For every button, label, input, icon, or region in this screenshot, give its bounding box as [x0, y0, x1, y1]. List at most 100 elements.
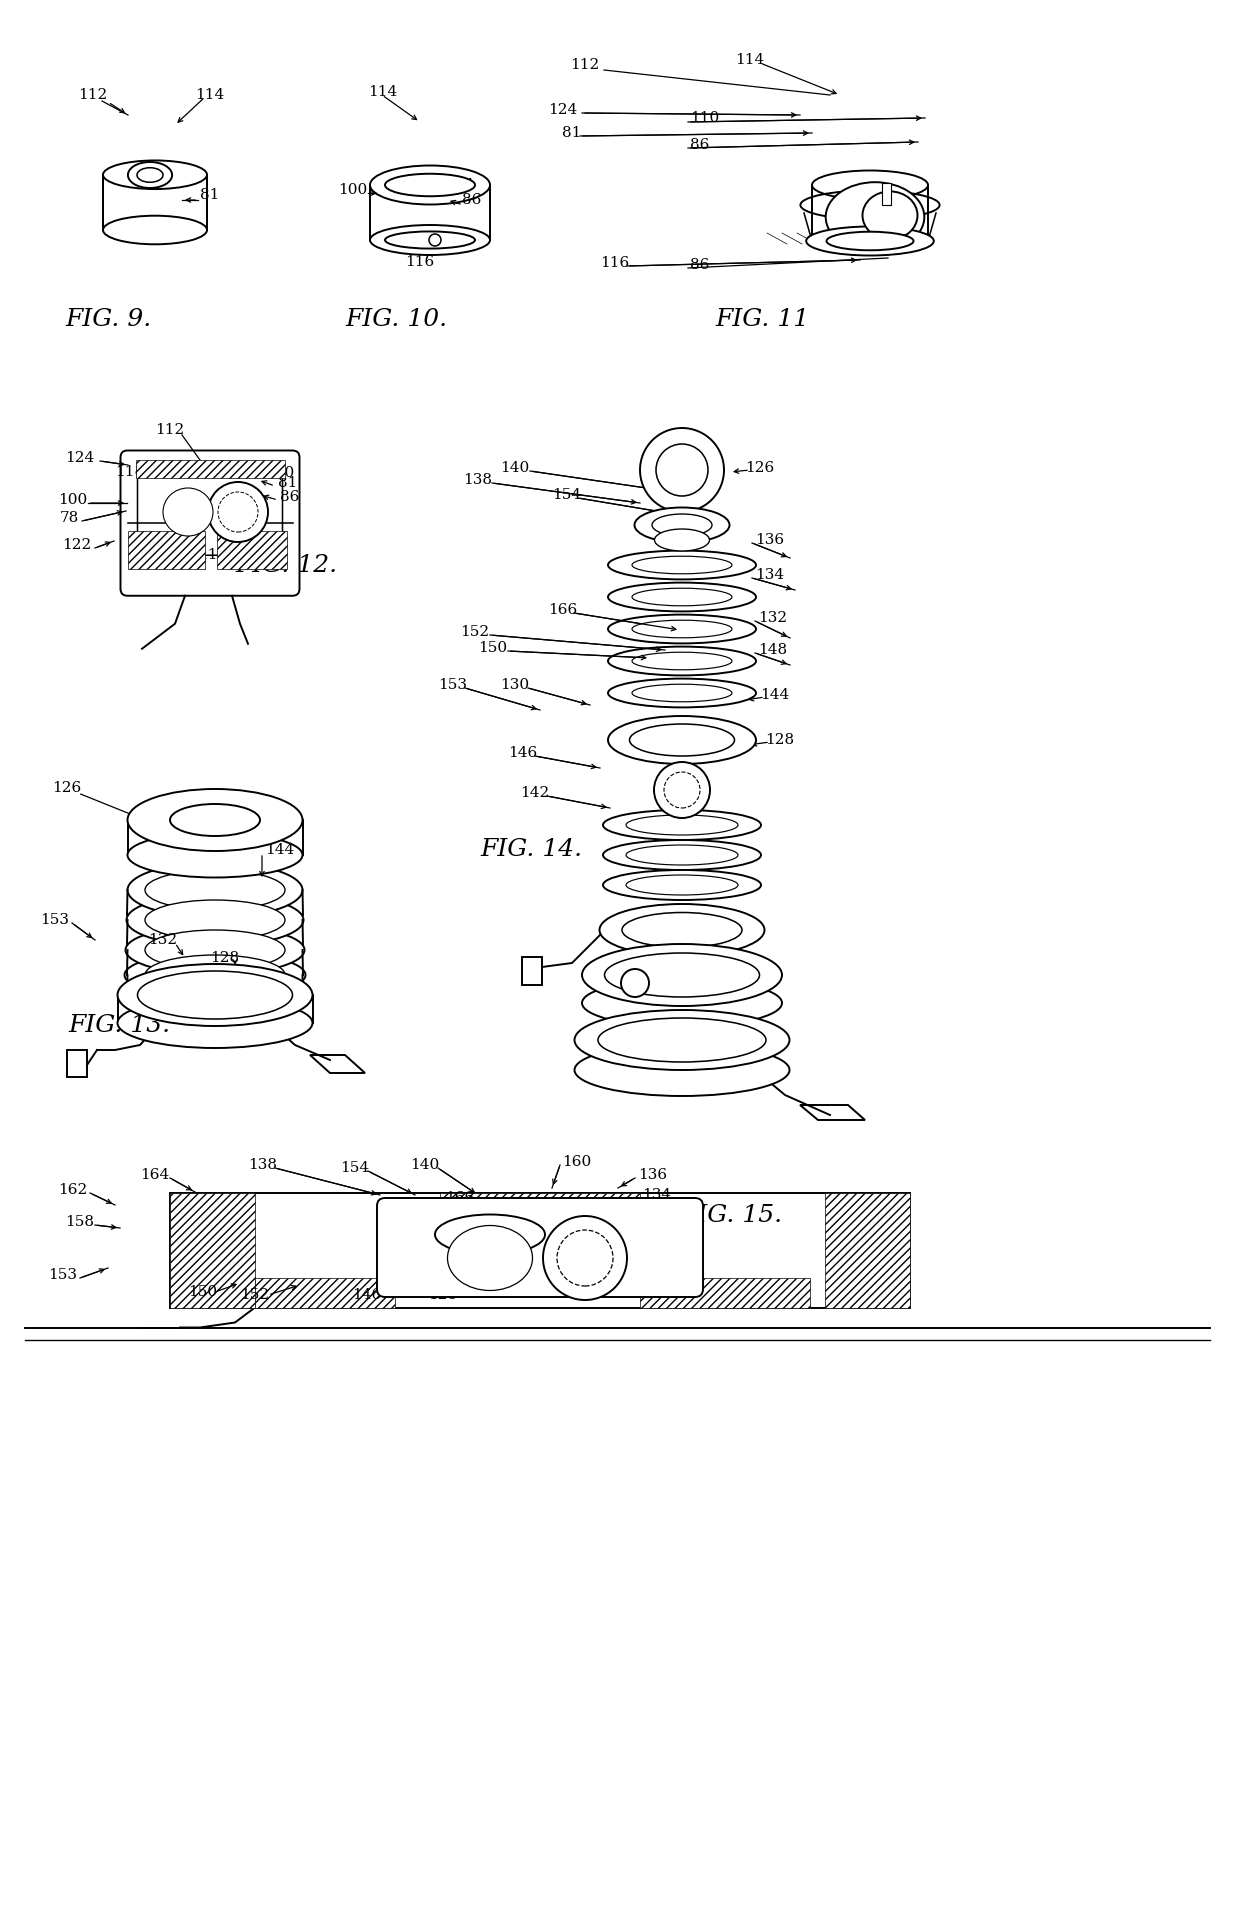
- Ellipse shape: [655, 530, 709, 551]
- Text: 78: 78: [60, 511, 79, 526]
- Ellipse shape: [582, 945, 782, 1006]
- Text: 128: 128: [210, 951, 239, 966]
- Polygon shape: [310, 1055, 365, 1073]
- Text: 146: 146: [352, 1288, 381, 1301]
- Text: 126: 126: [745, 461, 774, 474]
- Ellipse shape: [608, 615, 756, 644]
- Text: 140: 140: [500, 461, 529, 474]
- Text: 118: 118: [115, 465, 144, 478]
- Ellipse shape: [126, 893, 304, 947]
- Circle shape: [208, 482, 268, 543]
- Text: 152: 152: [241, 1288, 269, 1301]
- Text: 124: 124: [548, 103, 578, 116]
- Ellipse shape: [138, 972, 293, 1019]
- Ellipse shape: [136, 168, 162, 183]
- Text: 142: 142: [520, 787, 549, 800]
- Ellipse shape: [812, 171, 928, 200]
- Text: 144: 144: [760, 688, 789, 703]
- Circle shape: [218, 491, 258, 531]
- Ellipse shape: [128, 832, 303, 878]
- Ellipse shape: [608, 583, 756, 612]
- Ellipse shape: [632, 556, 732, 573]
- Ellipse shape: [806, 227, 934, 255]
- Ellipse shape: [826, 183, 924, 251]
- Text: 114: 114: [735, 53, 764, 67]
- Text: 153: 153: [48, 1269, 77, 1282]
- Text: 153: 153: [438, 678, 467, 692]
- Ellipse shape: [635, 507, 729, 543]
- Text: FIG. 15.: FIG. 15.: [680, 1204, 782, 1227]
- FancyBboxPatch shape: [120, 450, 300, 596]
- Text: 81: 81: [562, 126, 582, 139]
- Ellipse shape: [103, 215, 207, 244]
- Polygon shape: [103, 175, 207, 231]
- Ellipse shape: [603, 810, 761, 840]
- Text: 126: 126: [52, 781, 82, 794]
- Text: 160: 160: [562, 1154, 591, 1170]
- Text: 130: 130: [645, 1231, 675, 1246]
- Polygon shape: [522, 956, 542, 985]
- Ellipse shape: [626, 846, 738, 865]
- Ellipse shape: [128, 162, 172, 189]
- Ellipse shape: [145, 930, 285, 970]
- Text: FIG. 12.: FIG. 12.: [236, 554, 337, 577]
- Ellipse shape: [598, 1017, 766, 1061]
- Text: 114: 114: [195, 88, 224, 103]
- Ellipse shape: [630, 724, 734, 756]
- Text: 86: 86: [689, 137, 709, 152]
- Ellipse shape: [574, 1044, 790, 1095]
- Text: 128: 128: [765, 733, 794, 747]
- Circle shape: [557, 1231, 613, 1286]
- Text: 150: 150: [188, 1286, 217, 1299]
- Text: 136: 136: [755, 533, 784, 547]
- Ellipse shape: [384, 173, 475, 196]
- Ellipse shape: [603, 871, 761, 899]
- Bar: [640, 1278, 810, 1307]
- Text: 138: 138: [153, 808, 181, 821]
- Text: FIG. 10.: FIG. 10.: [345, 309, 448, 331]
- Ellipse shape: [118, 998, 312, 1048]
- Ellipse shape: [103, 160, 207, 189]
- Text: 152: 152: [460, 625, 489, 638]
- Ellipse shape: [652, 514, 712, 535]
- Polygon shape: [800, 1105, 866, 1120]
- Ellipse shape: [118, 964, 312, 1027]
- Circle shape: [621, 970, 649, 996]
- Bar: [170, 1193, 255, 1307]
- Text: 116: 116: [405, 255, 434, 269]
- Text: 100: 100: [58, 493, 87, 507]
- Bar: [440, 1193, 640, 1221]
- Ellipse shape: [632, 684, 732, 701]
- Text: 140: 140: [167, 792, 197, 808]
- Ellipse shape: [827, 232, 914, 250]
- Text: 144: 144: [265, 844, 294, 857]
- Text: 140: 140: [410, 1158, 439, 1172]
- Ellipse shape: [632, 589, 732, 606]
- Bar: [825, 1193, 910, 1307]
- Bar: [170, 1193, 910, 1307]
- Ellipse shape: [632, 652, 732, 671]
- Text: 132: 132: [645, 1208, 675, 1221]
- Ellipse shape: [170, 804, 260, 836]
- Ellipse shape: [626, 815, 738, 834]
- Ellipse shape: [622, 912, 742, 947]
- Text: 112: 112: [155, 423, 185, 436]
- Text: 124: 124: [64, 451, 94, 465]
- Text: 134: 134: [642, 1189, 671, 1202]
- Ellipse shape: [863, 190, 918, 240]
- Polygon shape: [67, 1050, 87, 1076]
- Text: 144: 144: [595, 1278, 624, 1292]
- Text: 81: 81: [200, 189, 219, 202]
- Ellipse shape: [574, 1010, 790, 1071]
- Text: 153: 153: [40, 912, 69, 928]
- Text: 116: 116: [600, 255, 629, 271]
- Text: FIG. 9.: FIG. 9.: [64, 309, 151, 331]
- Ellipse shape: [603, 840, 761, 871]
- Text: 164: 164: [140, 1168, 169, 1181]
- Text: 81: 81: [278, 476, 298, 490]
- Ellipse shape: [605, 952, 759, 996]
- Text: 120: 120: [148, 549, 177, 562]
- Text: FIG. 11: FIG. 11: [715, 309, 810, 331]
- Text: 154: 154: [340, 1160, 370, 1175]
- Text: 136: 136: [639, 1168, 667, 1181]
